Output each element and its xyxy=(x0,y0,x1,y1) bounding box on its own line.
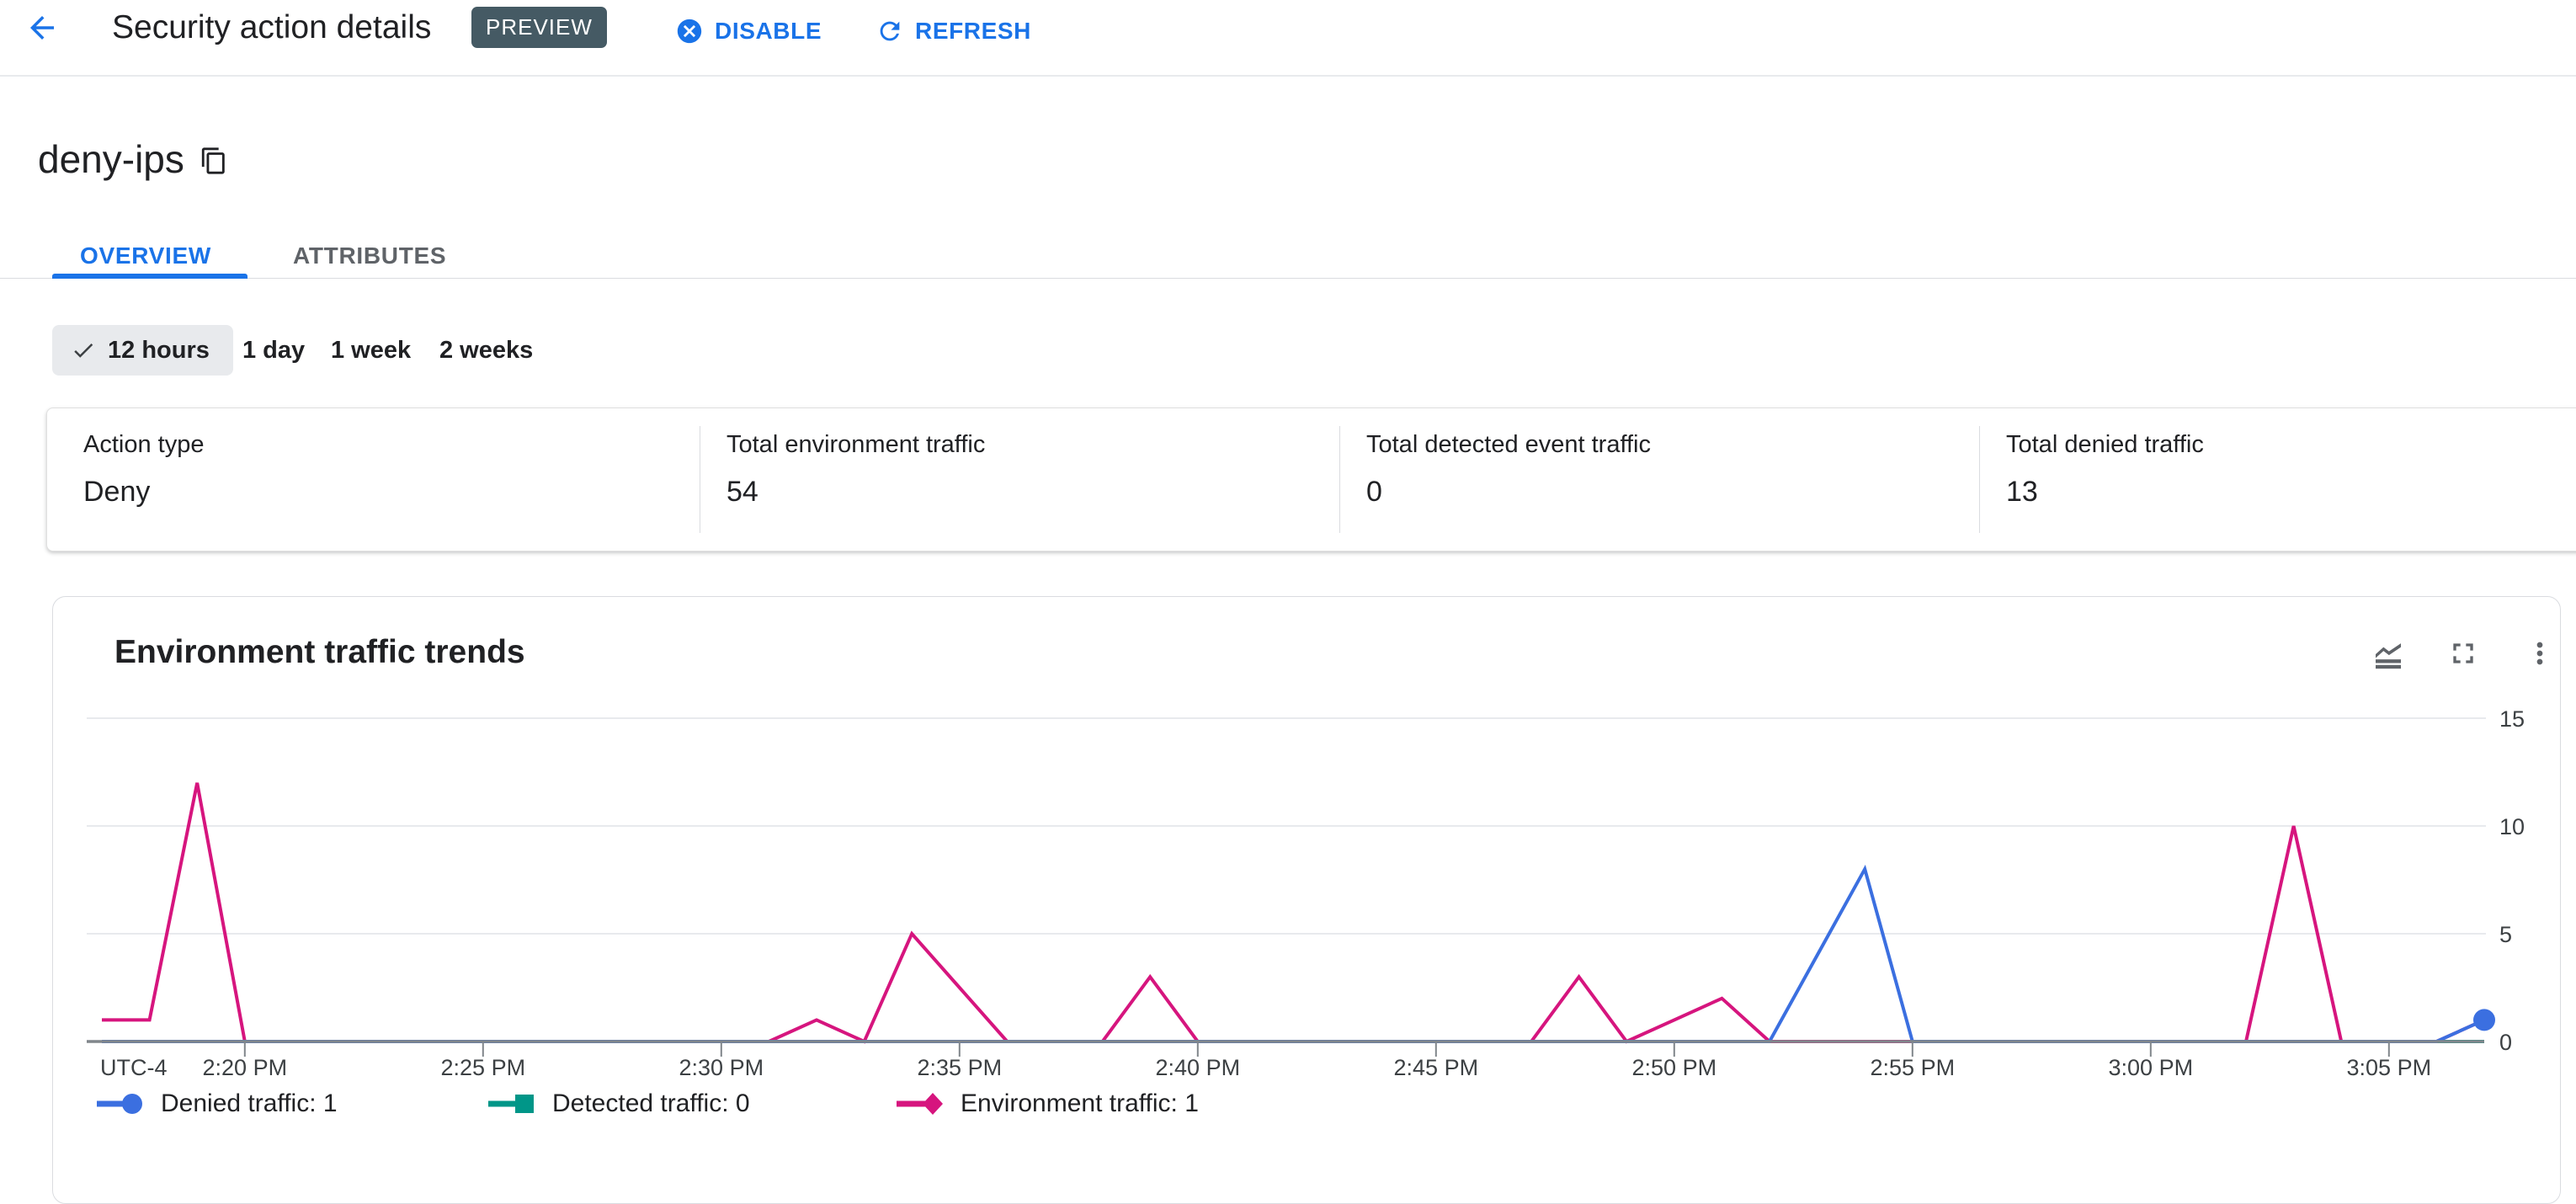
chart-legend-toggle-button[interactable] xyxy=(2366,632,2410,676)
legend-item-denied-traffic[interactable]: Denied traffic: 1 xyxy=(95,1087,338,1121)
svg-text:5: 5 xyxy=(2499,922,2512,947)
square-marker xyxy=(515,1095,534,1113)
legend-item-detected-traffic[interactable]: Detected traffic: 0 xyxy=(487,1087,750,1121)
svg-text:2:25 PM: 2:25 PM xyxy=(441,1055,526,1080)
stat-value: Deny xyxy=(83,476,151,508)
time-filter-12-hours[interactable]: 12 hours xyxy=(52,325,233,376)
stat-divider xyxy=(1339,426,1340,533)
detected-traffic-swatch xyxy=(488,1095,534,1113)
svg-text:0: 0 xyxy=(2499,1030,2512,1055)
time-filter-label: 12 hours xyxy=(108,336,210,364)
back-button[interactable] xyxy=(22,8,62,49)
disable-button-label: DISABLE xyxy=(715,18,822,44)
stat-label: Action type xyxy=(83,431,205,458)
denied-traffic-swatch xyxy=(97,1094,142,1114)
preview-badge: PREVIEW xyxy=(471,7,607,48)
legend-item-environment-traffic[interactable]: Environment traffic: 1 xyxy=(895,1087,1199,1121)
refresh-button-label: REFRESH xyxy=(915,18,1031,44)
more-vert-icon xyxy=(2536,642,2543,664)
svg-text:2:55 PM: 2:55 PM xyxy=(1871,1055,1956,1080)
content-copy-icon xyxy=(201,147,225,174)
page-title: Security action details xyxy=(112,9,432,45)
refresh-icon xyxy=(880,21,900,41)
stat-label: Total environment traffic xyxy=(726,431,986,458)
legend-label: Denied traffic: 1 xyxy=(161,1089,338,1117)
environment-traffic-swatch xyxy=(897,1093,943,1115)
svg-text:15: 15 xyxy=(2499,706,2525,732)
svg-text:2:30 PM: 2:30 PM xyxy=(679,1055,764,1080)
arrow-back-icon xyxy=(30,15,54,40)
environment-traffic-trends-card: UTC-4 0 5 10 15 2:20 PM 2:25 PM 2:30 PM 2:35 PM… xyxy=(52,596,2561,1204)
time-filter-2-weeks[interactable]: 2 weeks xyxy=(439,325,533,376)
refresh-button[interactable]: REFRESH xyxy=(867,12,1040,51)
legend-label: Detected traffic: 0 xyxy=(552,1089,750,1117)
chart-options-icon xyxy=(2376,642,2401,669)
cancel-icon xyxy=(677,19,702,44)
tab-attributes[interactable]: ATTRIBUTES xyxy=(293,232,446,280)
fullscreen-icon xyxy=(2453,642,2473,663)
chart-more-menu-button[interactable] xyxy=(2518,632,2562,676)
svg-text:2:40 PM: 2:40 PM xyxy=(1156,1055,1241,1080)
active-tab-indicator xyxy=(52,274,247,279)
stats-panel: Action type Deny Total environment traff… xyxy=(46,408,2576,551)
stat-label: Total denied traffic xyxy=(2006,431,2204,458)
stat-value: 0 xyxy=(1366,476,1382,508)
time-filter-1-day[interactable]: 1 day xyxy=(242,325,305,376)
fullscreen-button[interactable] xyxy=(2441,632,2485,676)
svg-text:2:50 PM: 2:50 PM xyxy=(1632,1055,1717,1080)
chart-title: Environment traffic trends xyxy=(114,634,525,670)
stat-value: 54 xyxy=(726,476,758,508)
circle-marker xyxy=(122,1094,142,1114)
stat-label: Total detected event traffic xyxy=(1366,431,1652,458)
svg-text:2:35 PM: 2:35 PM xyxy=(918,1055,1003,1080)
time-filter-1-week[interactable]: 1 week xyxy=(331,325,411,376)
timezone-label: UTC-4 xyxy=(100,1055,168,1080)
stat-divider xyxy=(1979,426,1980,533)
svg-text:10: 10 xyxy=(2499,814,2525,839)
svg-text:3:05 PM: 3:05 PM xyxy=(2347,1055,2432,1080)
copy-name-button[interactable] xyxy=(195,143,232,180)
svg-text:3:00 PM: 3:00 PM xyxy=(2109,1055,2194,1080)
entity-name: deny-ips xyxy=(38,137,184,181)
svg-text:2:45 PM: 2:45 PM xyxy=(1394,1055,1479,1080)
check-icon xyxy=(74,343,93,358)
tab-divider xyxy=(0,278,2576,279)
traffic-trends-plot: UTC-4 0 5 10 15 2:20 PM 2:25 PM 2:30 PM 2:35 PM… xyxy=(87,706,2525,1080)
tab-overview[interactable]: OVERVIEW xyxy=(80,232,211,280)
legend-label: Environment traffic: 1 xyxy=(961,1089,1199,1117)
stat-value: 13 xyxy=(2006,476,2038,508)
app-bar: Security action details PREVIEW DISABLE … xyxy=(0,0,2576,77)
disable-button[interactable]: DISABLE xyxy=(667,12,830,51)
diamond-marker xyxy=(923,1093,943,1115)
svg-text:2:20 PM: 2:20 PM xyxy=(203,1055,288,1080)
